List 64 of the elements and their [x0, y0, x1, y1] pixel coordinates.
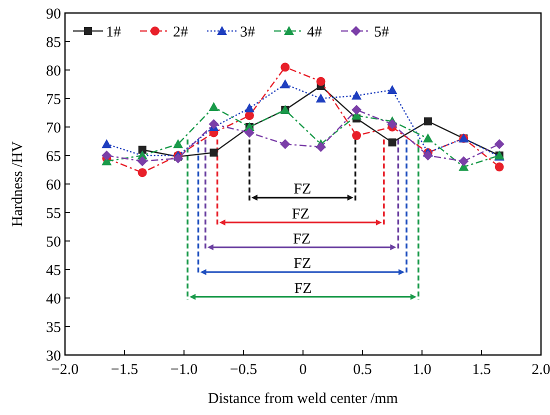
- y-tick-label: 60: [46, 177, 61, 194]
- point: [244, 111, 254, 120]
- point: [173, 139, 184, 148]
- x-tick-label: 1.5: [472, 362, 491, 378]
- point: [422, 133, 433, 142]
- point: [316, 94, 326, 102]
- point: [352, 90, 362, 100]
- annotation: FZ: [292, 206, 310, 222]
- y-tick-label: 35: [46, 320, 61, 336]
- point: [422, 150, 433, 160]
- x-tick-label: −1.0: [170, 362, 198, 378]
- point: [173, 153, 184, 164]
- point: [458, 156, 469, 166]
- point: [352, 131, 362, 140]
- y-tick-label: 75: [46, 92, 61, 108]
- point: [102, 139, 112, 148]
- legend-label: 4#: [307, 24, 322, 40]
- x-tick-label: 0.5: [353, 362, 372, 378]
- x-tick-label: −1.5: [110, 362, 138, 378]
- legend-label: 3#: [240, 24, 256, 40]
- y-tick-label: 65: [46, 148, 61, 165]
- point: [244, 128, 254, 138]
- x-tick-label: −0.5: [230, 362, 258, 378]
- x-axis-title: Distance from weld center /mm: [208, 391, 398, 407]
- point: [138, 168, 147, 178]
- x-tick-label: 0: [299, 362, 307, 378]
- point: [388, 138, 396, 146]
- point: [387, 119, 398, 130]
- point: [280, 79, 290, 88]
- point: [280, 62, 290, 72]
- point: [137, 156, 148, 166]
- point: [210, 148, 218, 157]
- y-axis-title: Hardness /HV: [10, 141, 26, 227]
- y-tick-label: 50: [46, 234, 61, 250]
- y-tick-label: 45: [46, 262, 61, 279]
- x-tick-label: −2.0: [51, 362, 79, 378]
- point: [208, 119, 219, 130]
- x-tick-label: 1.0: [412, 362, 432, 378]
- point: [494, 139, 504, 150]
- legend-label: 1#: [106, 24, 122, 40]
- point: [494, 162, 504, 172]
- x-tick-label: 2.0: [532, 362, 550, 378]
- point: [316, 142, 326, 152]
- y-tick-label: 70: [46, 120, 61, 136]
- y-tick-label: 40: [46, 291, 61, 308]
- legend-label: 2#: [173, 24, 188, 40]
- legend-label: 5#: [374, 24, 390, 40]
- point: [102, 150, 112, 160]
- point: [208, 102, 219, 112]
- annotation: FZ: [294, 256, 312, 272]
- annotation: FZ: [293, 231, 311, 248]
- y-tick-label: 85: [46, 34, 61, 51]
- point: [280, 139, 290, 150]
- y-tick-label: 30: [46, 348, 61, 364]
- point: [424, 117, 432, 126]
- y-tick-label: 55: [46, 206, 61, 222]
- annotation: FZ: [294, 280, 312, 297]
- point: [316, 76, 326, 86]
- y-tick-label: 80: [46, 63, 61, 80]
- point: [352, 104, 362, 115]
- point: [244, 103, 254, 112]
- point: [387, 84, 398, 94]
- y-tick-label: 90: [46, 6, 61, 22]
- annotation: FZ: [294, 182, 312, 198]
